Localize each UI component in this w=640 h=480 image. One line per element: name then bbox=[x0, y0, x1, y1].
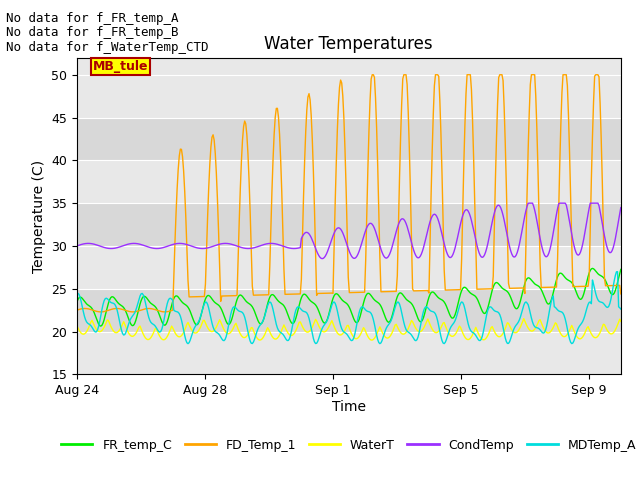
CondTemp bbox=[398, 216, 406, 222]
FR_temp_C bbox=[589, 265, 596, 271]
MDTemp_A bbox=[73, 291, 81, 297]
WaterT bbox=[369, 337, 376, 343]
FD_Temp_1 bbox=[369, 72, 377, 78]
FR_temp_C bbox=[617, 266, 625, 272]
CondTemp bbox=[332, 227, 340, 232]
FR_temp_C bbox=[336, 294, 344, 300]
FR_temp_C bbox=[97, 323, 104, 329]
Legend: FR_temp_C, FD_Temp_1, WaterT, CondTemp, MDTemp_A: FR_temp_C, FD_Temp_1, WaterT, CondTemp, … bbox=[56, 434, 640, 457]
Line: MDTemp_A: MDTemp_A bbox=[77, 272, 621, 344]
WaterT bbox=[606, 331, 614, 336]
Text: No data for f_WaterTemp_CTD: No data for f_WaterTemp_CTD bbox=[6, 41, 209, 54]
Bar bbox=[77, 118, 621, 160]
FD_Temp_1 bbox=[521, 290, 529, 296]
Bar bbox=[77, 246, 621, 289]
Bar bbox=[77, 332, 621, 374]
FD_Temp_1 bbox=[336, 84, 344, 90]
WaterT bbox=[520, 316, 527, 322]
MDTemp_A bbox=[617, 306, 625, 312]
FR_temp_C bbox=[520, 284, 527, 290]
CondTemp bbox=[369, 221, 376, 227]
Title: Water Temperatures: Water Temperatures bbox=[264, 35, 433, 53]
WaterT bbox=[521, 318, 529, 324]
Y-axis label: Temperature (C): Temperature (C) bbox=[31, 159, 45, 273]
CondTemp bbox=[520, 218, 527, 224]
MDTemp_A bbox=[332, 303, 340, 309]
CondTemp bbox=[336, 225, 344, 231]
Line: FR_temp_C: FR_temp_C bbox=[77, 268, 621, 326]
CondTemp bbox=[606, 250, 614, 255]
WaterT bbox=[398, 331, 406, 336]
WaterT bbox=[332, 326, 339, 332]
FR_temp_C bbox=[398, 290, 406, 296]
Text: No data for f_FR_temp_A: No data for f_FR_temp_A bbox=[6, 12, 179, 25]
WaterT bbox=[367, 337, 375, 343]
Line: WaterT: WaterT bbox=[77, 319, 621, 340]
CondTemp bbox=[73, 243, 81, 249]
Line: FD_Temp_1: FD_Temp_1 bbox=[77, 75, 621, 312]
MDTemp_A bbox=[336, 318, 344, 324]
MDTemp_A bbox=[614, 269, 621, 275]
Line: CondTemp: CondTemp bbox=[77, 203, 621, 259]
FR_temp_C bbox=[369, 294, 376, 300]
Bar bbox=[77, 203, 621, 246]
FR_temp_C bbox=[73, 300, 81, 305]
WaterT bbox=[335, 331, 342, 337]
Bar bbox=[77, 160, 621, 203]
FD_Temp_1 bbox=[332, 160, 340, 166]
FD_Temp_1 bbox=[369, 72, 376, 78]
FD_Temp_1 bbox=[617, 291, 625, 297]
CondTemp bbox=[617, 205, 625, 211]
FD_Temp_1 bbox=[606, 283, 614, 288]
MDTemp_A bbox=[369, 313, 376, 319]
MDTemp_A bbox=[398, 310, 406, 315]
MDTemp_A bbox=[605, 303, 612, 309]
WaterT bbox=[617, 318, 625, 324]
FR_temp_C bbox=[332, 291, 340, 297]
FR_temp_C bbox=[606, 288, 614, 294]
Text: No data for f_FR_temp_B: No data for f_FR_temp_B bbox=[6, 26, 179, 39]
X-axis label: Time: Time bbox=[332, 400, 366, 414]
MDTemp_A bbox=[184, 341, 192, 347]
FD_Temp_1 bbox=[97, 309, 104, 315]
Bar bbox=[77, 289, 621, 332]
FD_Temp_1 bbox=[73, 307, 81, 313]
Bar bbox=[77, 75, 621, 118]
FD_Temp_1 bbox=[399, 76, 406, 82]
CondTemp bbox=[525, 200, 533, 206]
MDTemp_A bbox=[520, 302, 527, 308]
CondTemp bbox=[318, 256, 326, 262]
Text: MB_tule: MB_tule bbox=[93, 60, 148, 73]
WaterT bbox=[73, 323, 81, 328]
